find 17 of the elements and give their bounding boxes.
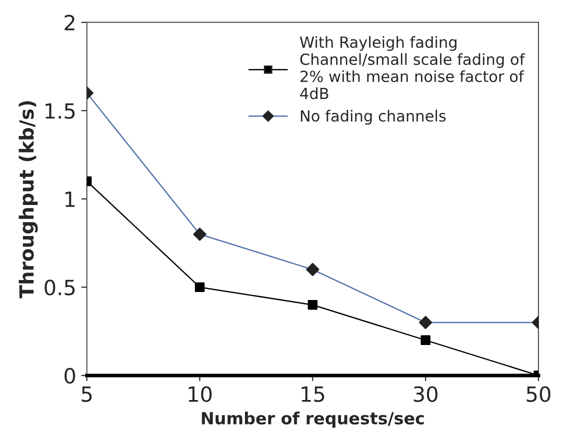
y-tick-label: 0.5 — [44, 280, 75, 296]
y-tick-label: 1.5 — [46, 103, 75, 119]
y-tick-label: 2 — [64, 14, 74, 30]
x-tick-label: 50 — [526, 386, 550, 402]
legend-label: No fading channels — [300, 110, 446, 125]
y-tick-label: 1 — [65, 192, 75, 207]
x-axis-title: Number of requests/sec — [202, 412, 424, 428]
legend-label: With Rayleigh fading Channel/small scale fading of 2% with mean noise factor of 4dB — [300, 36, 526, 100]
y-axis-title: Throughput (kb/s) — [18, 101, 38, 298]
x-tick-label: 10 — [188, 386, 212, 402]
point — [308, 300, 318, 310]
x-tick-label: 30 — [414, 386, 438, 402]
x-tick-label: 15 — [302, 386, 324, 402]
x-tick-label: 5 — [82, 386, 92, 402]
point — [194, 282, 205, 292]
y-tick-label: 0 — [64, 368, 76, 384]
point — [420, 335, 430, 346]
